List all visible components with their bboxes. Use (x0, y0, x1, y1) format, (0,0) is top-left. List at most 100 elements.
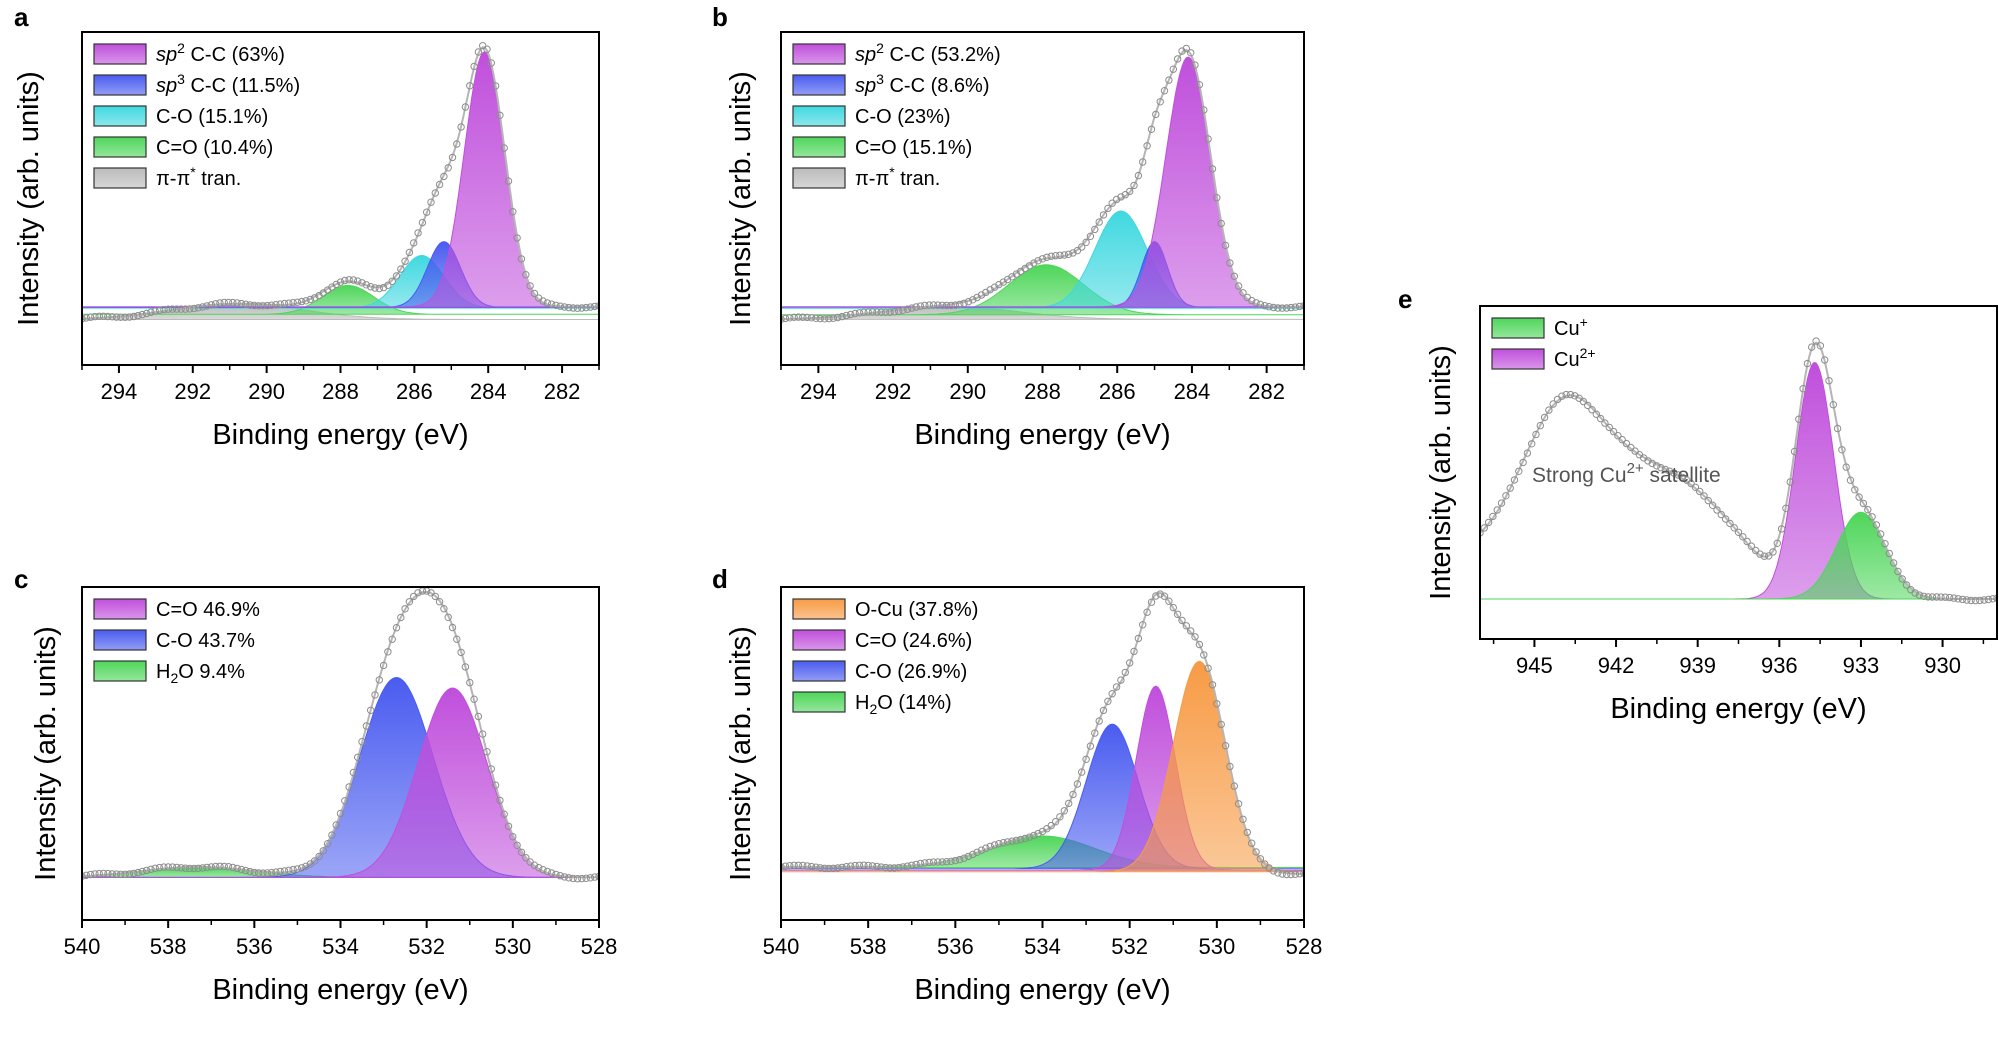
data-point (1213, 194, 1221, 202)
data-point (414, 589, 422, 597)
data-point (1108, 199, 1116, 207)
data-point (829, 314, 837, 322)
x-tick-label: 540 (763, 934, 800, 959)
data-point (1191, 633, 1199, 641)
data-point (1134, 171, 1143, 180)
data-point (1648, 459, 1657, 468)
data-point (1497, 499, 1506, 507)
data-point (1941, 593, 1950, 601)
data-point (254, 869, 263, 877)
data-point (942, 858, 951, 866)
data-point (1528, 440, 1536, 448)
legend-swatch (93, 136, 147, 158)
y-axis-title: Intensity (arb. units) (1425, 345, 1457, 600)
data-point (349, 768, 358, 777)
data-point (358, 738, 366, 746)
data-point (899, 863, 907, 871)
data-point (1047, 252, 1055, 260)
data-point (1030, 831, 1038, 840)
data-point (224, 863, 233, 871)
data-point (487, 765, 495, 773)
data-point (293, 298, 302, 306)
data-point (1756, 550, 1764, 558)
data-point (851, 309, 859, 318)
data-point (1060, 807, 1069, 815)
data-point (1971, 596, 1980, 605)
data-point (1571, 392, 1579, 400)
legend-label-part: tran. (196, 168, 242, 190)
x-axis-title: Binding energy (eV) (914, 419, 1170, 451)
data-point (1182, 622, 1191, 630)
data-point (1073, 246, 1082, 255)
data-point (1091, 225, 1099, 234)
data-point (1864, 506, 1872, 514)
data-point (237, 865, 246, 874)
data-point (790, 313, 798, 321)
data-point (1256, 855, 1265, 863)
data-point (302, 297, 310, 305)
data-point (147, 865, 155, 873)
data-point (1182, 44, 1191, 53)
data-point (276, 300, 284, 308)
x-tick-label: 538 (850, 934, 887, 959)
data-point (803, 313, 811, 322)
envelope-e (1480, 341, 1997, 600)
data-point (1056, 813, 1064, 821)
legend-label-part: H (156, 661, 170, 683)
data-point (1117, 676, 1125, 684)
data-point (1160, 592, 1169, 600)
data-point (125, 313, 134, 321)
data-point (1204, 135, 1212, 143)
data-point (834, 864, 842, 872)
data-point (203, 302, 211, 310)
data-point (825, 864, 833, 873)
data-point (526, 282, 534, 290)
data-point (820, 315, 829, 323)
data-point (916, 859, 925, 868)
data-point (1980, 596, 1988, 604)
data-point (1484, 518, 1493, 527)
data-point (99, 869, 108, 878)
data-point (423, 208, 431, 216)
data-point (336, 809, 345, 818)
data-point (807, 314, 816, 322)
data-point (513, 841, 521, 849)
x-tick-label: 284 (470, 379, 507, 404)
plot-area (82, 42, 599, 323)
data-point (1855, 493, 1863, 501)
data-point (246, 867, 254, 876)
data-point (781, 315, 785, 323)
legend-label: H2O (14%) (855, 692, 952, 717)
x-tick-label: 294 (101, 379, 138, 404)
legend-label: O-Cu (37.8%) (855, 599, 978, 621)
data-point (877, 863, 885, 871)
data-point (1515, 467, 1523, 475)
legend-label-part: sp (156, 44, 177, 66)
data-point (973, 848, 981, 856)
legend-swatch (792, 136, 846, 158)
data-point (1708, 501, 1717, 509)
data-point (964, 298, 973, 306)
data-point (947, 301, 955, 310)
data-point (1829, 401, 1838, 409)
data-point (1008, 837, 1016, 845)
data-point (951, 301, 959, 309)
y-axis-title: Intensity (arb. units) (13, 71, 45, 326)
data-point (1152, 592, 1160, 600)
data-point (855, 861, 864, 869)
data-point (552, 301, 560, 309)
data-point (367, 283, 375, 291)
data-point (1282, 870, 1291, 879)
data-point (388, 635, 396, 643)
data-point (560, 873, 569, 881)
data-point (556, 872, 564, 880)
legend-swatch (1491, 348, 1545, 370)
data-point (977, 846, 986, 854)
data-point (1173, 55, 1182, 63)
data-point (816, 864, 824, 872)
data-point (864, 861, 872, 870)
data-point (1700, 492, 1708, 500)
data-point (1173, 610, 1182, 618)
data-point (990, 841, 999, 849)
data-point (1139, 158, 1147, 166)
